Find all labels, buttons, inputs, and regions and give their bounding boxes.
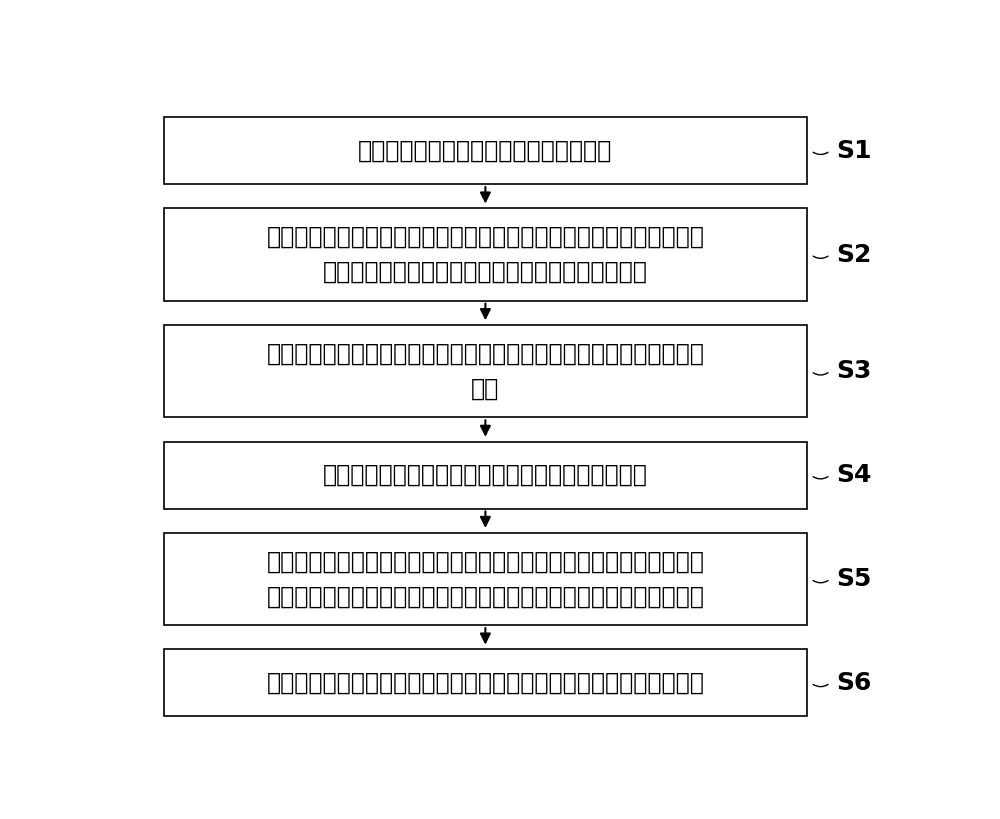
Text: 除去所述电解质浆料层中的溶剂和部分粘结剂，得到预处理的电解质浆
料层: 除去所述电解质浆料层中的溶剂和部分粘结剂，得到预处理的电解质浆 料层 (266, 342, 704, 400)
Bar (164, 532, 807, 625)
Text: S6: S6 (836, 671, 872, 695)
Text: 在金属多孔支撑体的表面制备多孔阳极层: 在金属多孔支撑体的表面制备多孔阳极层 (358, 138, 612, 163)
Text: S1: S1 (836, 138, 872, 163)
Bar (164, 325, 807, 418)
Text: S4: S4 (836, 463, 872, 487)
Bar (164, 117, 807, 184)
Text: 继续在所述多孔阳极层上流延电解质浆料，形成电解质浆料层；其中，
所述电解质浆料中包含有电解质粉末、溶剂和粘结剂: 继续在所述多孔阳极层上流延电解质浆料，形成电解质浆料层；其中， 所述电解质浆料中… (266, 225, 704, 284)
Bar (164, 441, 807, 509)
Text: 通过在所述传压介质层表面施加压力，对所述预处理的电解质浆料层进
行预压处理；其中，所述施加压力的方向，垂直于传压介质层的层表面: 通过在所述传压介质层表面施加压力，对所述预处理的电解质浆料层进 行预压处理；其中… (266, 550, 704, 609)
Bar (164, 649, 807, 717)
Text: S5: S5 (836, 567, 872, 591)
Bar (164, 208, 807, 301)
Text: S3: S3 (836, 360, 872, 383)
Text: S2: S2 (836, 242, 872, 266)
Text: 在所述预处理的电解质浆料层的表面设置传压介质层: 在所述预处理的电解质浆料层的表面设置传压介质层 (323, 463, 648, 487)
Text: 通过烧结操作，将预压处理后的电解质浆料层烧结成致密的电解质薄膜: 通过烧结操作，将预压处理后的电解质浆料层烧结成致密的电解质薄膜 (266, 671, 704, 695)
